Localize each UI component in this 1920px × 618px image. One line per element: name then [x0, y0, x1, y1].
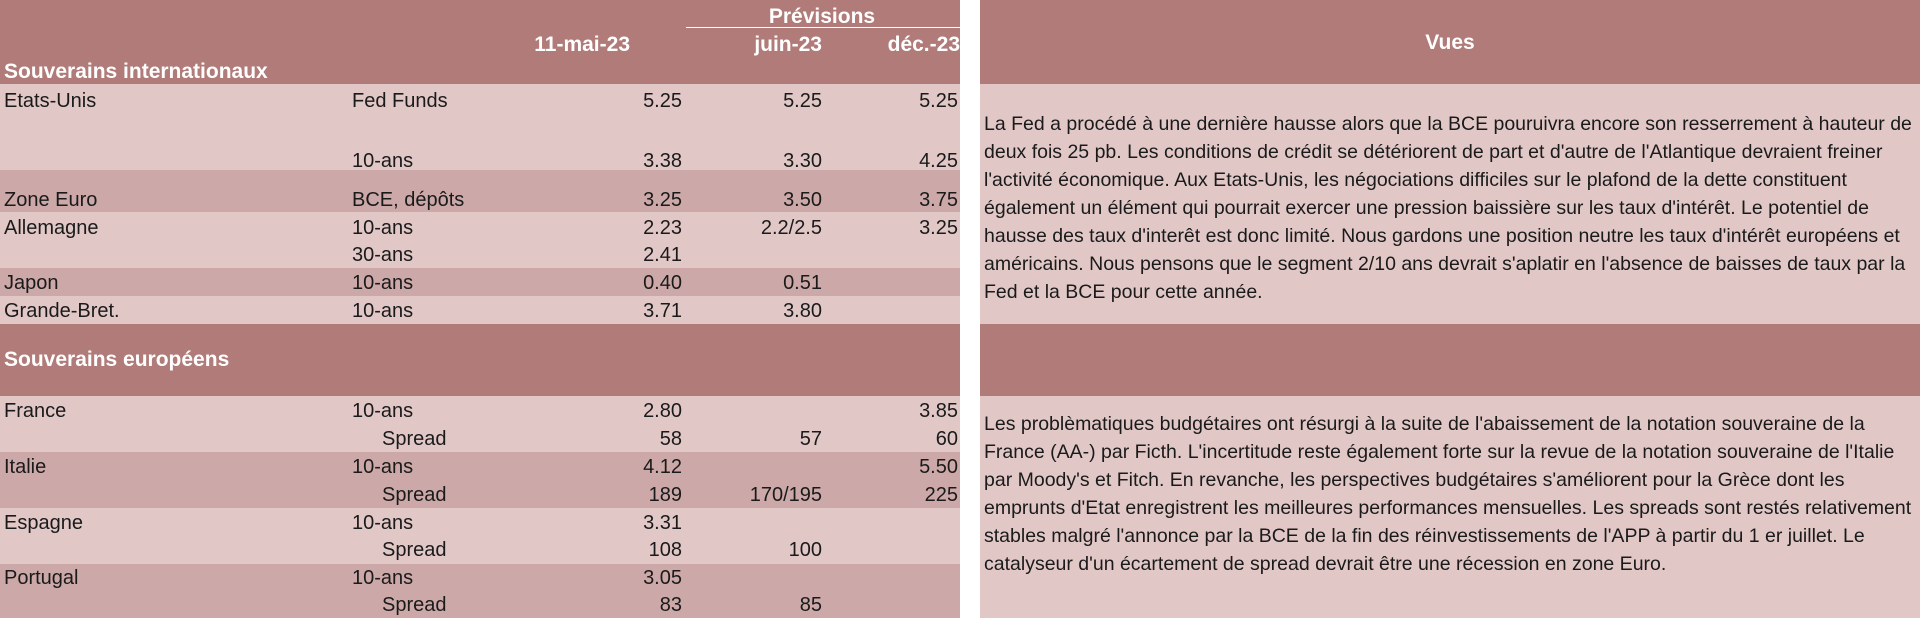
cell-instrument: 10-ans [352, 456, 414, 478]
table-row: Spread 108 100 [0, 537, 960, 563]
cell-country: Grande-Bret. [4, 300, 120, 322]
cell-instrument: Spread [382, 484, 447, 506]
cell-current: 4.12 [643, 456, 682, 478]
cell-current: 0.40 [643, 272, 682, 294]
cell-forecast-1: 3.50 [783, 189, 822, 211]
table-row: Japon 10-ans 0.40 0.51 [0, 270, 960, 296]
cell-current: 58 [659, 428, 682, 450]
cell-forecast-2: 4.25 [919, 150, 958, 172]
row-band [0, 564, 960, 618]
table-row: Spread 83 85 [0, 592, 960, 618]
cell-country: Japon [4, 272, 59, 294]
cell-forecast-1: 170/195 [749, 484, 822, 506]
cell-current: 5.25 [643, 90, 682, 112]
cell-current: 2.23 [643, 217, 682, 239]
cell-forecast-2: 5.50 [919, 456, 958, 478]
col-header-forecast-1: juin-23 [754, 33, 822, 56]
section-title-european: Souverains européens [4, 348, 230, 371]
cell-country: Espagne [4, 512, 83, 534]
table-row: Grande-Bret. 10-ans 3.71 3.80 [0, 298, 960, 324]
cell-current: 3.25 [643, 189, 682, 211]
cell-country: France [4, 400, 67, 422]
cell-instrument: 10-ans [352, 272, 414, 294]
views-international-text: La Fed a procédé à une dernière hausse a… [984, 113, 1912, 303]
cell-current: 3.71 [643, 300, 682, 322]
views-title: Vues [1425, 31, 1475, 54]
cell-forecast-2: 60 [935, 428, 958, 450]
row-band [0, 296, 960, 324]
cell-forecast-2: 3.75 [919, 189, 958, 211]
cell-forecast-2: 3.85 [919, 400, 958, 422]
table-header-band [0, 0, 960, 84]
views-european-band [980, 324, 1920, 396]
cell-instrument: Spread [382, 594, 447, 616]
cell-country: Etats-Unis [4, 90, 97, 112]
cell-forecast-2: 5.25 [919, 90, 958, 112]
section-title-international: Souverains internationaux [4, 60, 268, 83]
row-band [0, 452, 960, 508]
cell-current: 3.05 [643, 567, 682, 589]
table-row: Zone Euro BCE, dépôts 3.25 3.50 3.75 [0, 187, 960, 213]
cell-current: 3.38 [643, 150, 682, 172]
cell-forecast-1: 100 [788, 539, 822, 561]
row-band [0, 84, 960, 170]
cell-current: 189 [648, 484, 682, 506]
cell-forecast-1: 2.2/2.5 [760, 217, 822, 239]
cell-forecast-1: 57 [799, 428, 822, 450]
table-row: 10-ans 3.38 3.30 4.25 [0, 148, 960, 174]
cell-forecast-1: 3.30 [783, 150, 822, 172]
cell-instrument: Spread [382, 428, 447, 450]
cell-instrument: 10-ans [352, 150, 414, 172]
table-row: Spread 58 57 60 [0, 426, 960, 452]
cell-forecast-2: 3.25 [919, 217, 958, 239]
cell-instrument: BCE, dépôts [352, 189, 465, 211]
row-band [0, 212, 960, 268]
cell-instrument: 10-ans [352, 300, 414, 322]
table-row: Portugal 10-ans 3.05 [0, 565, 960, 591]
cell-forecast-1: 3.80 [783, 300, 822, 322]
forecast-label: Prévisions [768, 5, 876, 28]
table-row: Etats-Unis Fed Funds 5.25 5.25 5.25 [0, 88, 960, 114]
cell-forecast-1: 0.51 [783, 272, 822, 294]
cell-forecast-2: 225 [924, 484, 958, 506]
cell-country: Zone Euro [4, 189, 98, 211]
section-band-european [0, 324, 960, 396]
cell-instrument: 10-ans [352, 400, 414, 422]
cell-current: 83 [659, 594, 682, 616]
forecast-underline [686, 27, 960, 28]
cell-instrument: 10-ans [352, 512, 414, 534]
row-band [0, 396, 960, 452]
cell-instrument: 30-ans [352, 244, 414, 266]
row-band [0, 268, 960, 296]
table-row: Allemagne 10-ans 2.23 2.2/2.5 3.25 [0, 215, 960, 241]
table-row: Espagne 10-ans 3.31 [0, 510, 960, 536]
cell-forecast-1: 5.25 [783, 90, 822, 112]
cell-current: 108 [648, 539, 682, 561]
views-header: Vues [980, 0, 1920, 84]
row-band [0, 508, 960, 564]
cell-current: 3.31 [643, 512, 682, 534]
cell-instrument: Spread [382, 539, 447, 561]
views-international-panel: La Fed a procédé à une dernière hausse a… [980, 84, 1920, 324]
views-european-text: Les problèmatiques budgétaires ont résur… [984, 413, 1912, 575]
cell-forecast-1: 85 [799, 594, 822, 616]
cell-current: 2.80 [643, 400, 682, 422]
table-row: Italie 10-ans 4.12 5.50 [0, 454, 960, 480]
cell-instrument: 10-ans [352, 217, 414, 239]
views-european-panel: Les problèmatiques budgétaires ont résur… [980, 396, 1920, 618]
cell-country: Portugal [4, 567, 79, 589]
cell-current: 2.41 [643, 244, 682, 266]
row-band [0, 170, 960, 212]
cell-instrument: Fed Funds [352, 90, 448, 112]
col-header-forecast-2: déc.-23 [887, 33, 960, 56]
table-row: 30-ans 2.41 [0, 242, 960, 268]
cell-country: Allemagne [4, 217, 99, 239]
cell-country: Italie [4, 456, 47, 478]
table-row: Spread 189 170/195 225 [0, 482, 960, 508]
table-row: France 10-ans 2.80 3.85 [0, 398, 960, 424]
col-header-date: 11-mai-23 [534, 33, 630, 56]
cell-instrument: 10-ans [352, 567, 414, 589]
